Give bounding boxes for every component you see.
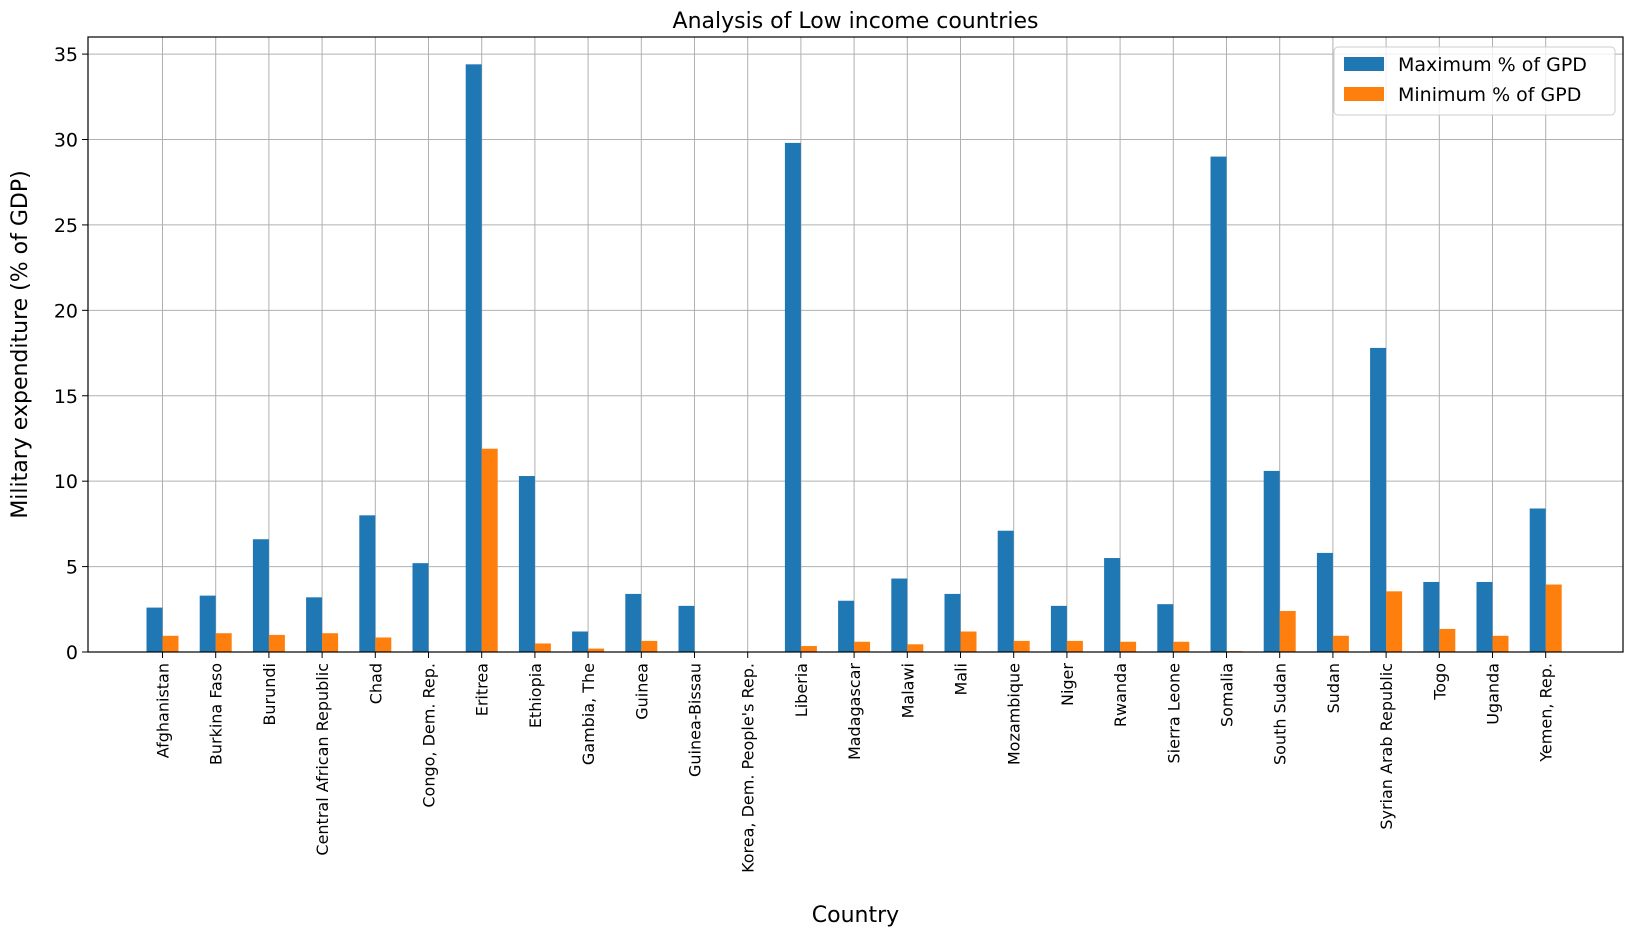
bar-minimum — [800, 646, 817, 652]
bar-maximum — [1529, 508, 1546, 652]
x-tick-label: Burundi — [260, 663, 279, 726]
bar-minimum — [1439, 628, 1456, 652]
bar-minimum — [1173, 641, 1190, 652]
legend-entry-label: Maximum % of GPD — [1398, 54, 1587, 76]
x-tick-label: Guinea-Bissau — [686, 663, 705, 777]
legend-swatch — [1344, 87, 1384, 101]
bar-maximum — [146, 607, 163, 652]
bar-minimum — [1120, 641, 1137, 652]
grid — [88, 37, 1623, 653]
x-tick-label: Central African Republic — [313, 663, 332, 856]
bar-minimum — [534, 643, 551, 652]
bar-minimum — [1066, 640, 1083, 652]
bars — [146, 64, 1562, 653]
x-tick-label: Niger — [1058, 663, 1077, 706]
y-tick-label: 15 — [54, 386, 78, 408]
bar-maximum — [412, 563, 429, 652]
chart-title: Analysis of Low income countries — [673, 9, 1039, 34]
legend-box — [1333, 46, 1616, 116]
bar-maximum — [1263, 470, 1280, 652]
plot-area-frame — [87, 36, 1624, 653]
y-tick-label: 5 — [66, 557, 78, 579]
bar-minimum — [322, 633, 339, 652]
bar-maximum — [465, 64, 482, 653]
bar-maximum — [1423, 581, 1440, 652]
bar-maximum — [1370, 347, 1387, 652]
bar-maximum — [199, 595, 216, 652]
bar-minimum — [1492, 635, 1509, 652]
x-tick-label: Congo, Dem. Rep. — [420, 663, 439, 808]
bar-minimum — [215, 633, 232, 652]
x-tick-label: Korea, Dem. People's Rep. — [739, 663, 758, 873]
x-tick-label: Uganda — [1484, 663, 1503, 725]
x-tick-label: Togo — [1430, 663, 1449, 701]
x-axis-ticks: Afghanistan Burkina Faso Burundi Central Af… — [154, 652, 1556, 873]
bar-minimum — [1386, 591, 1403, 652]
bar-maximum — [1210, 156, 1227, 653]
x-tick-label: Sierra Leone — [1164, 663, 1183, 763]
bar-minimum — [960, 631, 977, 652]
y-tick-label: 35 — [54, 44, 78, 66]
bar-minimum — [1545, 584, 1562, 652]
y-tick-label: 30 — [54, 130, 78, 152]
bar-minimum — [854, 641, 871, 652]
bar-minimum — [588, 648, 605, 652]
bar-maximum — [359, 515, 376, 652]
y-axis-label: Military expenditure (% of GDP) — [8, 170, 33, 518]
bar-maximum — [891, 578, 908, 652]
bar-minimum — [1013, 640, 1030, 652]
y-tick-label: 0 — [66, 642, 78, 664]
bar-maximum — [625, 593, 642, 652]
y-tick-label: 10 — [54, 471, 78, 493]
x-tick-label: Ethiopia — [526, 663, 545, 728]
legend: Maximum % of GPD Minimum % of GPD — [1333, 46, 1616, 116]
legend-swatch — [1344, 57, 1384, 71]
y-tick-label: 20 — [54, 300, 78, 322]
bar-minimum — [375, 637, 392, 652]
bar-maximum — [572, 631, 589, 652]
x-tick-label: Somalia — [1218, 663, 1237, 727]
x-tick-label: Guinea — [632, 663, 651, 720]
bar-maximum — [518, 476, 535, 652]
y-tick-label: 25 — [54, 215, 78, 237]
bar-maximum — [306, 597, 323, 652]
x-tick-label: Afghanistan — [154, 663, 173, 758]
x-tick-label: Yemen, Rep. — [1537, 663, 1556, 763]
bar-minimum — [1332, 635, 1349, 652]
bar-maximum — [838, 600, 855, 652]
bar-maximum — [997, 530, 1014, 652]
bar-minimum — [907, 644, 924, 652]
legend-entry-label: Minimum % of GPD — [1398, 84, 1581, 106]
x-tick-label: Eritrea — [473, 663, 492, 716]
x-tick-label: South Sudan — [1271, 663, 1290, 765]
bar-maximum — [784, 142, 801, 652]
bar-maximum — [1104, 558, 1121, 652]
x-tick-label: Mozambique — [1005, 663, 1024, 765]
x-tick-label: Gambia, The — [579, 663, 598, 765]
x-tick-label: Malawi — [898, 663, 917, 718]
x-tick-label: Sudan — [1324, 663, 1343, 713]
x-tick-label: Madagascar — [845, 663, 864, 760]
bar-maximum — [1316, 552, 1333, 652]
bar-maximum — [944, 593, 961, 652]
x-tick-label: Mali — [952, 663, 971, 696]
x-tick-label: Burkina Faso — [207, 663, 226, 765]
y-axis-ticks: 0 5 10 15 20 25 30 35 — [54, 44, 88, 664]
bar-minimum — [641, 640, 658, 652]
bar-maximum — [252, 539, 269, 652]
bar-minimum — [268, 634, 285, 652]
x-tick-label: Liberia — [792, 663, 811, 717]
x-tick-label: Syrian Arab Republic — [1377, 663, 1396, 830]
bar-minimum — [1279, 611, 1296, 652]
bar-maximum — [1050, 605, 1067, 652]
x-tick-label: Rwanda — [1111, 663, 1130, 727]
bar-minimum — [481, 448, 498, 652]
x-axis-label: Country — [812, 903, 899, 928]
bar-maximum — [1476, 581, 1493, 652]
bar-minimum — [162, 635, 179, 652]
x-tick-label: Chad — [366, 663, 385, 704]
bar-maximum — [1157, 604, 1174, 652]
bar-maximum — [678, 605, 695, 652]
